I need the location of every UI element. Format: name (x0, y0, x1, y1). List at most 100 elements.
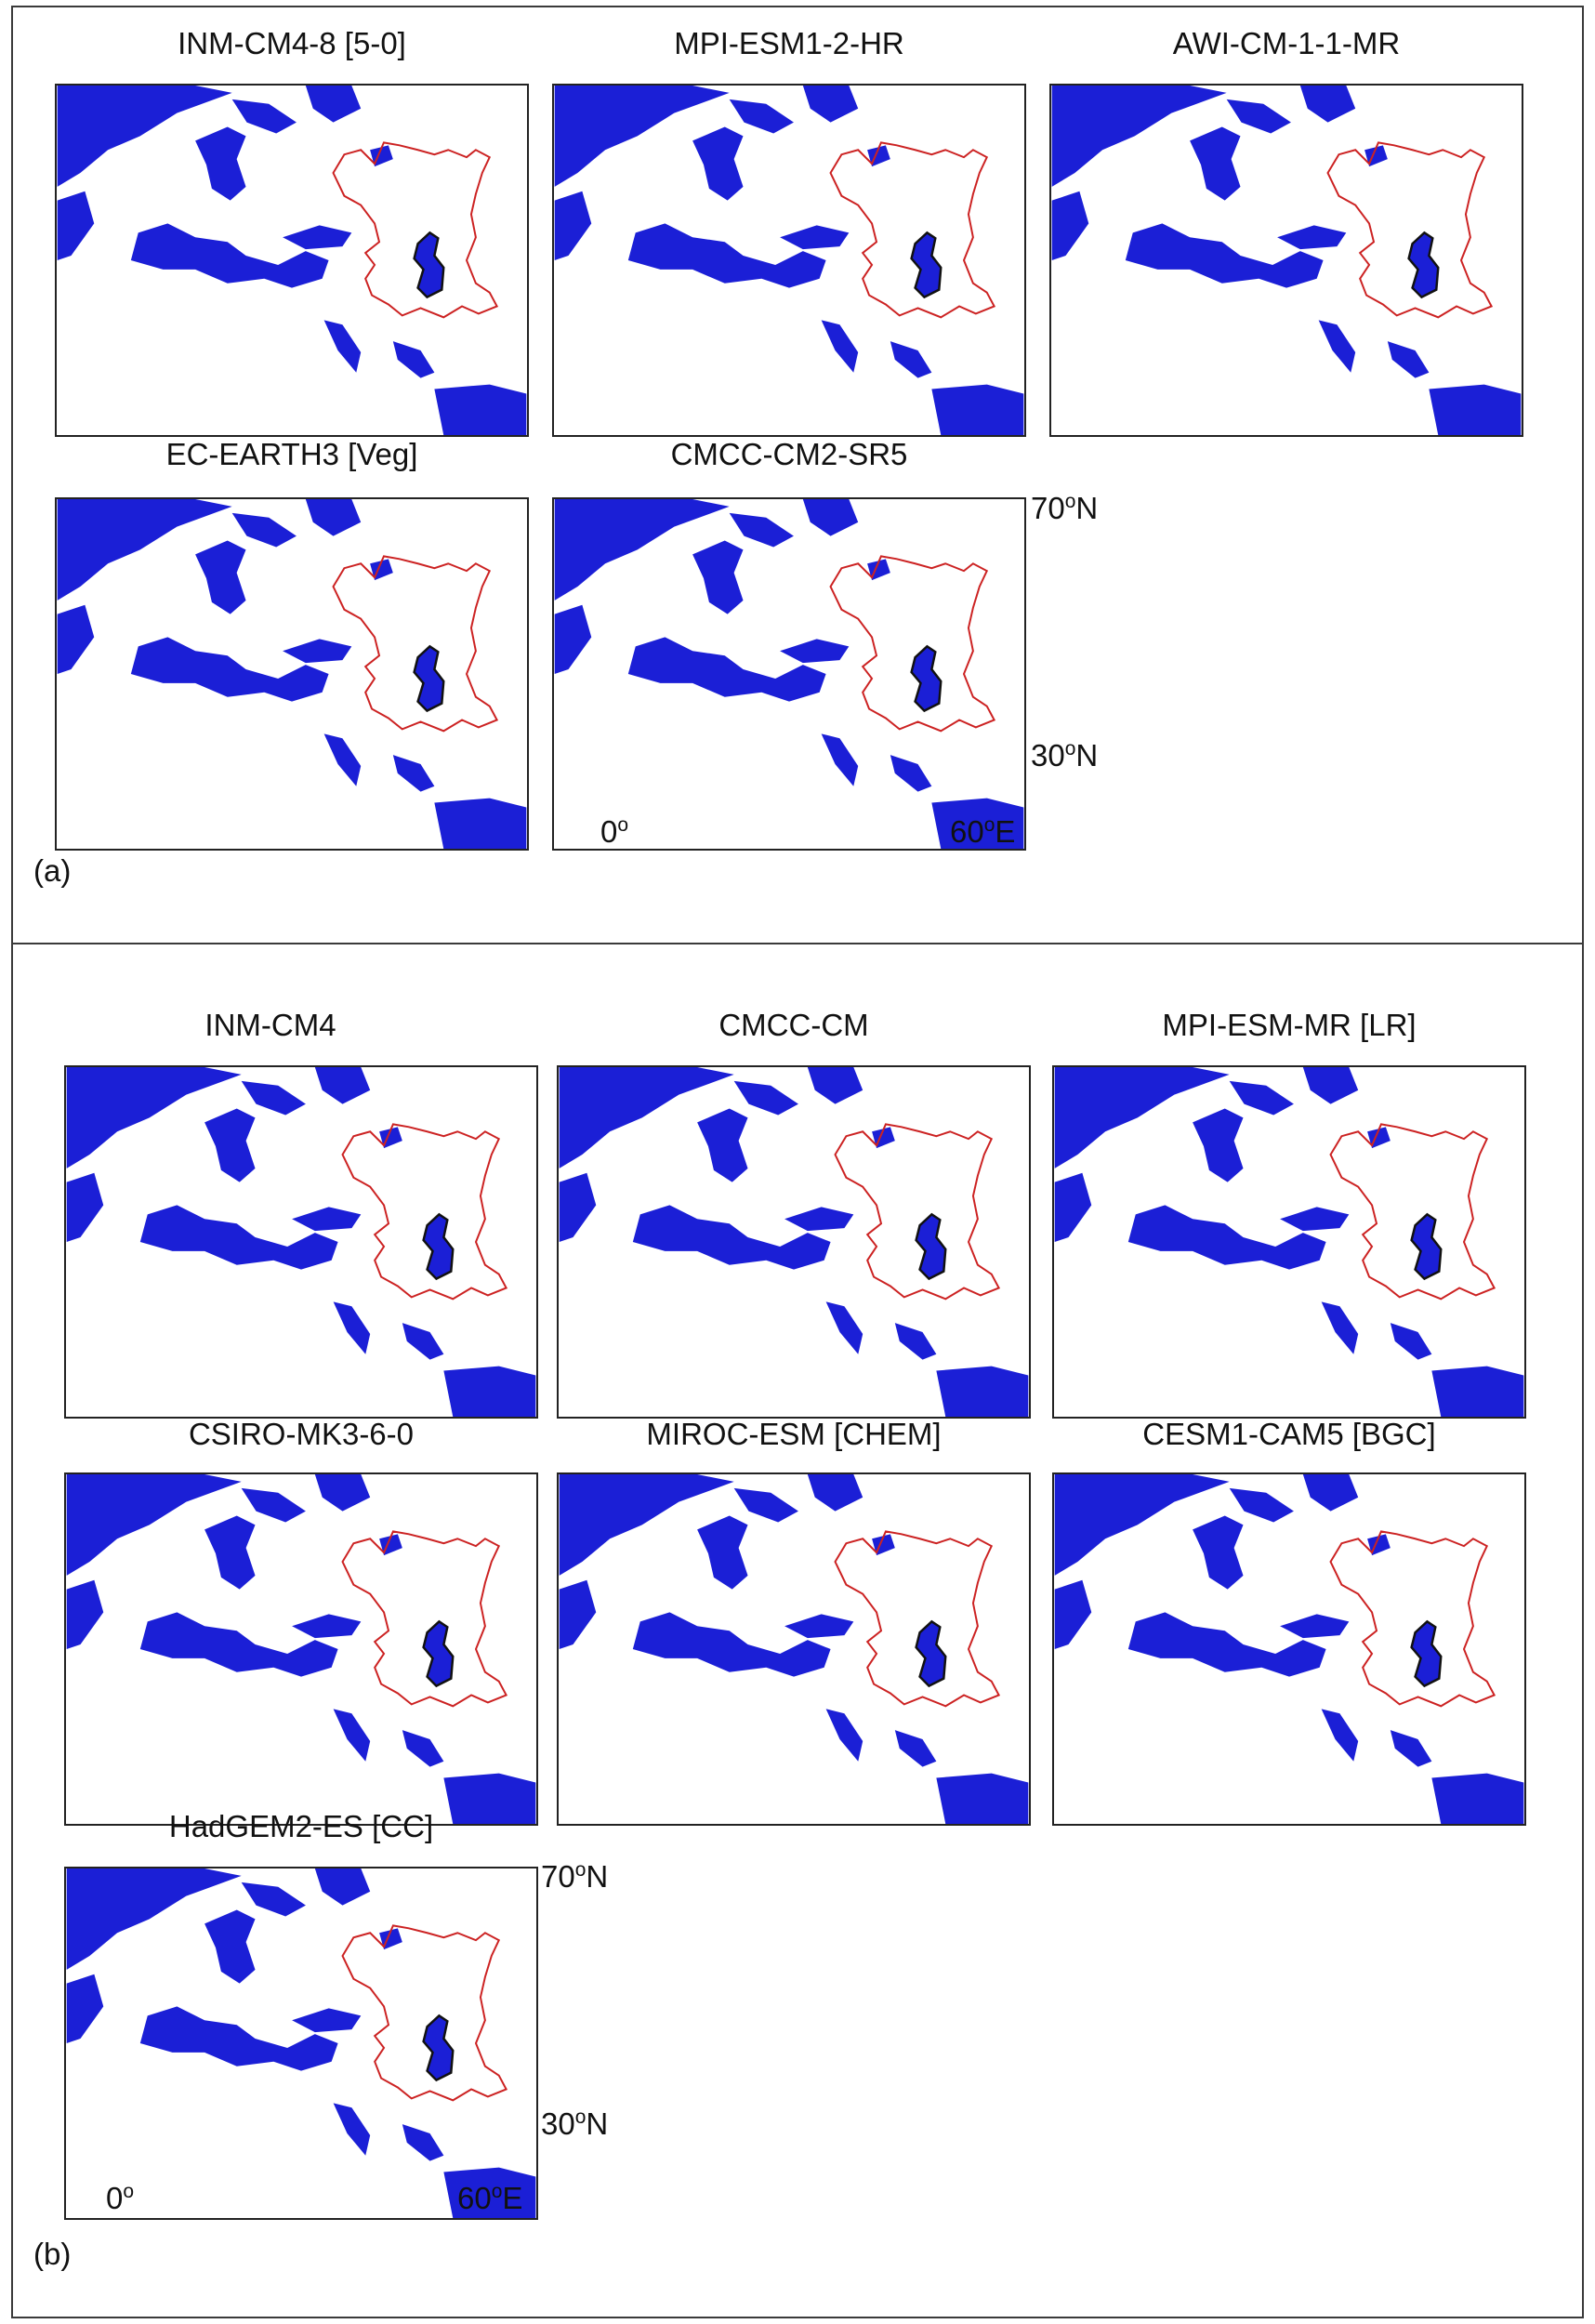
sea-mask-region (1051, 191, 1089, 260)
sea-mask-region (1390, 1323, 1432, 1360)
caspian-mask (423, 1621, 454, 1686)
sea-mask-region (807, 1067, 863, 1104)
sea-mask-region (434, 384, 527, 435)
sea-mask-region (1127, 1205, 1326, 1270)
sea-mask-region (1193, 1108, 1244, 1182)
map-title: MPI-ESM-MR [LR] (1162, 1008, 1417, 1042)
map-canvas (57, 499, 527, 849)
sea-mask-region (1229, 1080, 1294, 1116)
lon-right-label: 60oE (457, 2181, 523, 2215)
caspian-mask (911, 646, 942, 711)
sea-mask-region (1321, 1709, 1359, 1762)
map-title: EC-EARTH3 [Veg] (165, 437, 418, 471)
sea-mask-region (1277, 225, 1347, 250)
caspian-mask (423, 1214, 454, 1279)
model-map (552, 84, 1026, 437)
caspian-outline (915, 1619, 947, 1688)
sea-mask-region (241, 1487, 306, 1523)
sea-mask-region (130, 637, 329, 702)
caspian-outline (422, 1212, 455, 1281)
sea-mask-region (1431, 1366, 1524, 1417)
sea-mask-region (292, 1614, 362, 1639)
lon-left-label: 0o (600, 814, 629, 849)
model-map (64, 1065, 538, 1419)
sea-mask-region (627, 223, 826, 288)
sea-mask-region (1302, 1474, 1359, 1512)
basin-boundary (1329, 1123, 1496, 1301)
sea-mask-region (1054, 1579, 1092, 1649)
map-title: INM-CM4 (204, 1008, 336, 1042)
sea-mask-region (241, 1080, 306, 1116)
sea-mask-region (697, 1108, 748, 1182)
panel-label: (b) (33, 2237, 72, 2271)
map-canvas (66, 1474, 536, 1824)
sea-mask-region (733, 1080, 798, 1116)
sea-mask-region (402, 2124, 444, 2161)
lat-top-label: 70oN (1031, 491, 1099, 525)
sea-mask-region (1190, 126, 1241, 201)
map-canvas (554, 86, 1024, 435)
caspian-mask (916, 1621, 946, 1686)
sea-mask-region (559, 1579, 597, 1649)
sea-mask-region (692, 540, 744, 614)
caspian-mask (911, 232, 942, 297)
basin-boundary (834, 1123, 1001, 1301)
map-canvas (1054, 1474, 1524, 1824)
sea-mask-region (936, 1366, 1029, 1417)
sea-mask-region (1429, 384, 1522, 435)
basin-boundary (829, 141, 996, 319)
sea-mask-region (434, 798, 527, 849)
map-title: CESM1-CAM5 [BGC] (1142, 1417, 1436, 1451)
sea-mask-region (1127, 1612, 1326, 1677)
sea-mask-region (1387, 341, 1430, 378)
sea-mask-region (283, 225, 352, 250)
caspian-outline (910, 644, 942, 713)
map-title: AWI-CM-1-1-MR (1172, 26, 1401, 60)
caspian-mask (414, 646, 444, 711)
sea-mask-region (195, 126, 246, 201)
model-map (55, 497, 529, 851)
sea-mask-region (825, 1709, 863, 1762)
sea-mask-region (632, 1205, 831, 1270)
lat-bottom-label: 30oN (541, 2106, 609, 2141)
map-canvas (1051, 86, 1522, 435)
sea-mask-region (1054, 1474, 1230, 1576)
sea-mask-region (559, 1172, 597, 1242)
sea-mask-region (784, 1207, 854, 1232)
sea-mask-region (305, 86, 362, 123)
model-map (557, 1472, 1031, 1826)
caspian-outline (413, 231, 445, 299)
sea-mask-region (821, 733, 859, 786)
sea-mask-region (807, 1474, 863, 1512)
sea-mask-region (57, 604, 95, 674)
sea-mask-region (936, 1773, 1029, 1824)
sea-mask-region (825, 1301, 863, 1354)
panel-b: INM-CM4 CMCC-CM MPI-ESM-MR [LR] CSIRO-MK… (11, 943, 1584, 2318)
lon-left-label: 0o (106, 2181, 135, 2215)
sea-mask-region (802, 499, 859, 536)
model-map (64, 1867, 538, 2220)
sea-mask-region (66, 1067, 242, 1169)
caspian-mask (1408, 232, 1439, 297)
sea-mask-region (821, 320, 859, 373)
sea-mask-region (57, 191, 95, 260)
sea-mask-region (66, 1172, 104, 1242)
map-canvas (559, 1067, 1029, 1417)
map-canvas (66, 1868, 536, 2218)
basin-boundary (332, 141, 499, 319)
sea-mask-region (1390, 1730, 1432, 1767)
sea-mask-region (241, 1882, 306, 1917)
sea-mask-region (894, 1323, 937, 1360)
sea-mask-region (1299, 86, 1356, 123)
map-canvas (554, 499, 1024, 849)
sea-mask-region (204, 1515, 256, 1590)
sea-mask-region (333, 1709, 371, 1762)
sea-mask-region (894, 1730, 937, 1767)
lat-top-label: 70oN (541, 1859, 609, 1894)
sea-mask-region (139, 1205, 338, 1270)
basin-boundary (341, 1530, 508, 1708)
model-map (1052, 1472, 1526, 1826)
sea-mask-region (130, 223, 329, 288)
map-title: CMCC-CM2-SR5 (670, 437, 908, 471)
sea-mask-region (314, 1474, 371, 1512)
